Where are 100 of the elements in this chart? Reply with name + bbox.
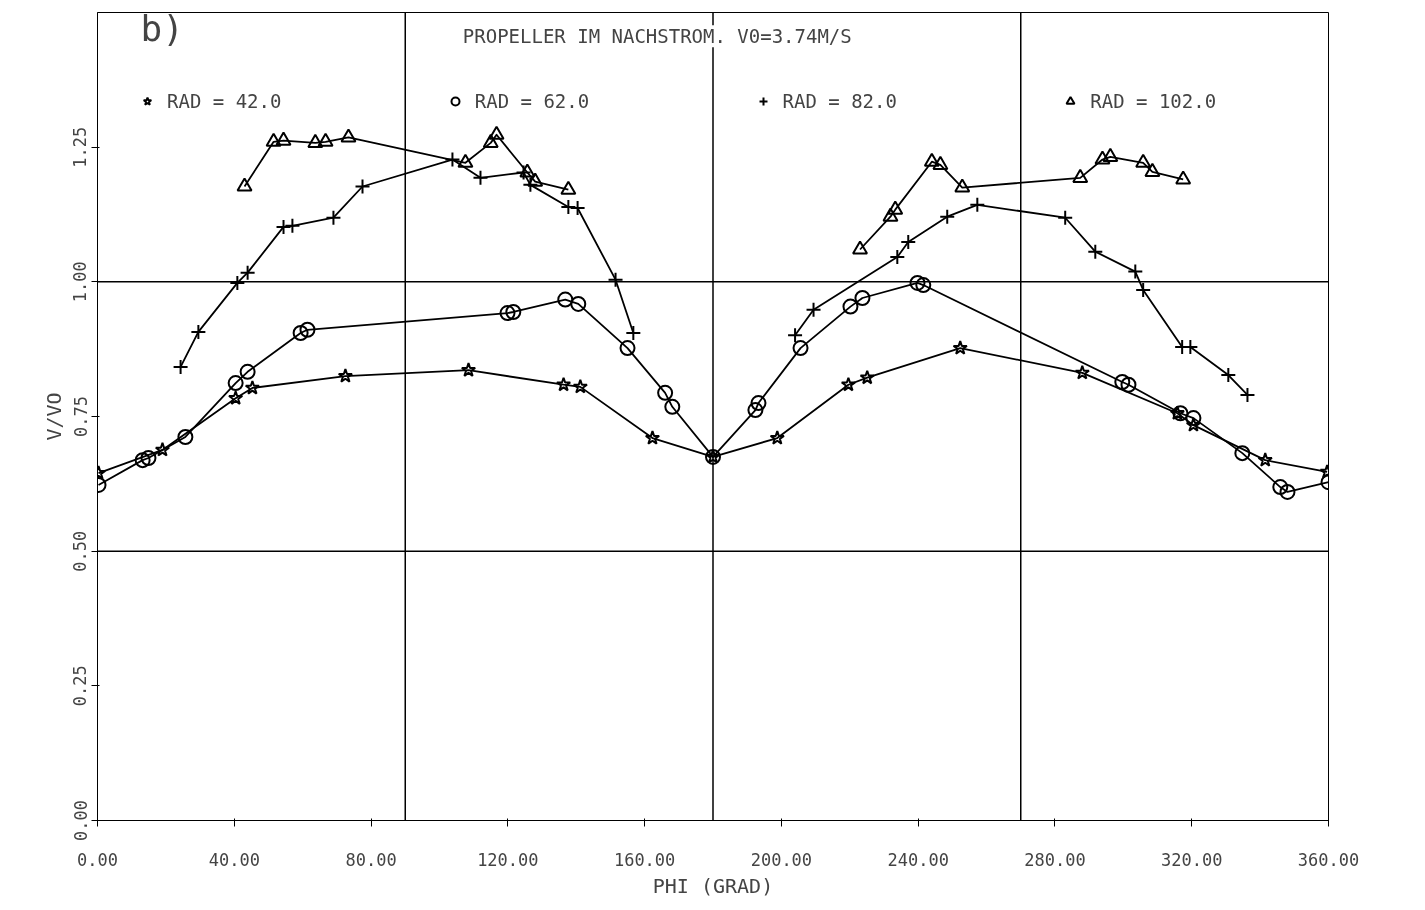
point bbox=[859, 369, 875, 385]
point bbox=[842, 298, 859, 315]
point bbox=[805, 301, 822, 318]
point bbox=[657, 384, 674, 401]
point bbox=[154, 441, 171, 457]
point bbox=[340, 128, 357, 143]
point bbox=[555, 376, 572, 392]
y-tick-label: 0.50 bbox=[70, 530, 91, 572]
point bbox=[1279, 483, 1296, 500]
point bbox=[227, 390, 244, 405]
x-tick-label: 320.00 bbox=[1161, 849, 1223, 870]
text: PROPELLER IM NACHSTROM. V0=3.74M/S bbox=[462, 25, 852, 48]
legend-label: RAD = 42.0 bbox=[167, 90, 282, 112]
legend-label: RAD = 62.0 bbox=[474, 90, 590, 112]
y-axis-title: V/VO bbox=[41, 392, 66, 441]
point bbox=[887, 200, 904, 215]
x-tick-label: 40.00 bbox=[208, 849, 260, 870]
x-tick-label: 200.00 bbox=[750, 849, 813, 870]
point bbox=[1272, 479, 1289, 496]
point bbox=[1057, 209, 1074, 226]
legend-label: RAD = 102.0 bbox=[1090, 90, 1217, 112]
point bbox=[939, 208, 956, 225]
point bbox=[292, 325, 309, 341]
point bbox=[337, 368, 354, 383]
point bbox=[460, 362, 477, 377]
point bbox=[1094, 150, 1111, 165]
point bbox=[664, 398, 681, 415]
point bbox=[527, 172, 544, 187]
point bbox=[923, 152, 940, 167]
point bbox=[952, 340, 968, 355]
x-tick-label: 80.00 bbox=[345, 849, 397, 870]
point bbox=[317, 132, 334, 147]
x-axis-title: PHI (GRAD) bbox=[652, 873, 774, 898]
point bbox=[747, 402, 764, 419]
point bbox=[227, 375, 244, 392]
point bbox=[954, 178, 971, 193]
point bbox=[505, 304, 522, 320]
point bbox=[307, 133, 324, 148]
point bbox=[499, 305, 516, 322]
point bbox=[1074, 364, 1090, 380]
point bbox=[852, 240, 869, 255]
point bbox=[560, 180, 577, 195]
point bbox=[792, 340, 809, 357]
point bbox=[607, 271, 624, 288]
point bbox=[570, 295, 587, 312]
point bbox=[299, 321, 316, 338]
point bbox=[557, 291, 574, 308]
point bbox=[1102, 147, 1119, 162]
point bbox=[482, 133, 499, 148]
point bbox=[1120, 376, 1137, 393]
point bbox=[932, 155, 949, 170]
point bbox=[488, 125, 505, 140]
point bbox=[1127, 263, 1144, 280]
point bbox=[325, 209, 342, 226]
y-tick-label: 1.25 bbox=[70, 126, 91, 168]
y-tick-label: 1.00 bbox=[70, 261, 91, 303]
x-tick-label: 280.00 bbox=[1024, 849, 1086, 870]
point bbox=[882, 207, 899, 222]
point bbox=[134, 452, 151, 469]
point bbox=[915, 277, 932, 294]
y-tick-label: 0.25 bbox=[70, 665, 91, 707]
point bbox=[619, 340, 636, 357]
point bbox=[1135, 153, 1152, 168]
point bbox=[1072, 168, 1089, 183]
point bbox=[572, 378, 588, 394]
point bbox=[1175, 170, 1192, 185]
point bbox=[909, 274, 926, 291]
point bbox=[854, 290, 871, 306]
point bbox=[1087, 243, 1104, 260]
x-tick-label: 360.00 bbox=[1297, 849, 1360, 870]
point bbox=[239, 264, 256, 281]
x-tick-label: 240.00 bbox=[887, 849, 949, 870]
x-tick-label: 160.00 bbox=[613, 849, 676, 870]
point bbox=[840, 376, 857, 392]
point bbox=[1185, 410, 1202, 427]
point bbox=[472, 169, 489, 186]
point bbox=[644, 430, 661, 445]
point bbox=[1234, 445, 1251, 462]
y-tick-label: 0.00 bbox=[70, 800, 91, 841]
point bbox=[750, 395, 767, 412]
y-tick-label: 0.75 bbox=[70, 396, 91, 437]
point bbox=[769, 430, 785, 445]
annotation: b) bbox=[140, 7, 184, 49]
point bbox=[1114, 374, 1131, 391]
point bbox=[177, 428, 194, 445]
point bbox=[265, 132, 282, 147]
point bbox=[275, 131, 292, 146]
x-tick-label: 120.00 bbox=[477, 849, 539, 870]
point bbox=[354, 178, 371, 195]
legend-label: RAD = 82.0 bbox=[782, 90, 897, 112]
point bbox=[457, 153, 474, 168]
point bbox=[239, 363, 256, 380]
point bbox=[1257, 452, 1273, 467]
point bbox=[140, 449, 157, 466]
point bbox=[787, 327, 804, 344]
point bbox=[519, 163, 536, 178]
point bbox=[1185, 417, 1202, 432]
point bbox=[236, 177, 253, 192]
point bbox=[1144, 162, 1161, 177]
point bbox=[244, 379, 261, 395]
